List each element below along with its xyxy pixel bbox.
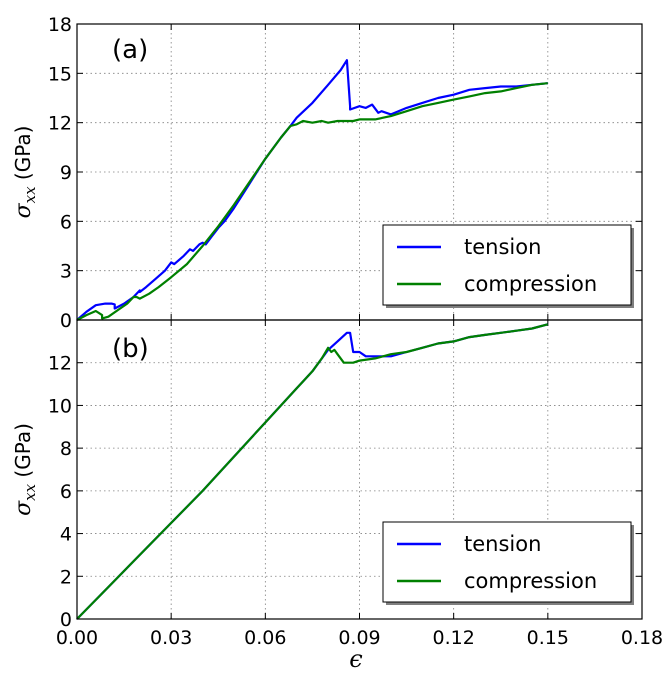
- x-tick-label: 0.15: [527, 627, 569, 649]
- y-tick-label: 3: [60, 261, 72, 283]
- y-tick-label: 6: [60, 481, 72, 503]
- y-tick-label: 12: [48, 113, 72, 135]
- legend-label-compression: compression: [464, 569, 597, 593]
- panel-label: (a): [112, 35, 148, 65]
- y-tick-label: 0: [60, 310, 72, 332]
- y-tick-label: 6: [60, 211, 72, 233]
- x-tick-label: 0.09: [338, 627, 380, 649]
- legend-box: [382, 521, 632, 603]
- x-tick-label: 0.03: [150, 627, 192, 649]
- y-tick-label: 2: [60, 566, 72, 588]
- y-tick-label: 4: [60, 524, 72, 546]
- legend-label-tension: tension: [464, 532, 541, 556]
- x-axis-label: ϵ: [349, 645, 362, 673]
- legend-box: [382, 224, 632, 306]
- panel-label: (b): [112, 334, 149, 364]
- legend-label-tension: tension: [464, 235, 541, 259]
- y-tick-label: 8: [60, 438, 72, 460]
- y-tick-label: 12: [48, 353, 72, 375]
- y-tick-label: 10: [48, 395, 72, 417]
- series-line-compression: [76, 323, 549, 620]
- legend-label-compression: compression: [464, 272, 597, 296]
- x-tick-label: 0.06: [244, 627, 286, 649]
- plot-frame: [76, 319, 643, 620]
- y-tick-label: 9: [60, 162, 72, 184]
- y-tick-label: 18: [48, 14, 72, 36]
- y-axis-label: σxx (GPa): [11, 126, 39, 219]
- y-tick-label: 15: [48, 63, 72, 85]
- y-tick-label: 0: [60, 609, 72, 631]
- panel-a: 0 3 6 9 12 15 18 (a) σxx (GPa) tension compression: [11, 14, 643, 332]
- y-axis-label: σxx (GPa): [11, 423, 39, 516]
- x-tick-label: 0.00: [56, 627, 98, 649]
- panel-b: 0 2 4 6 8 10 12 0.00 0.03 0.06 0.09 0.12 0.15 0.18 (b)…: [11, 319, 663, 649]
- x-tick-label: 0.18: [621, 627, 663, 649]
- series-line-compression: [76, 82, 548, 321]
- x-tick-label: 0.12: [433, 627, 475, 649]
